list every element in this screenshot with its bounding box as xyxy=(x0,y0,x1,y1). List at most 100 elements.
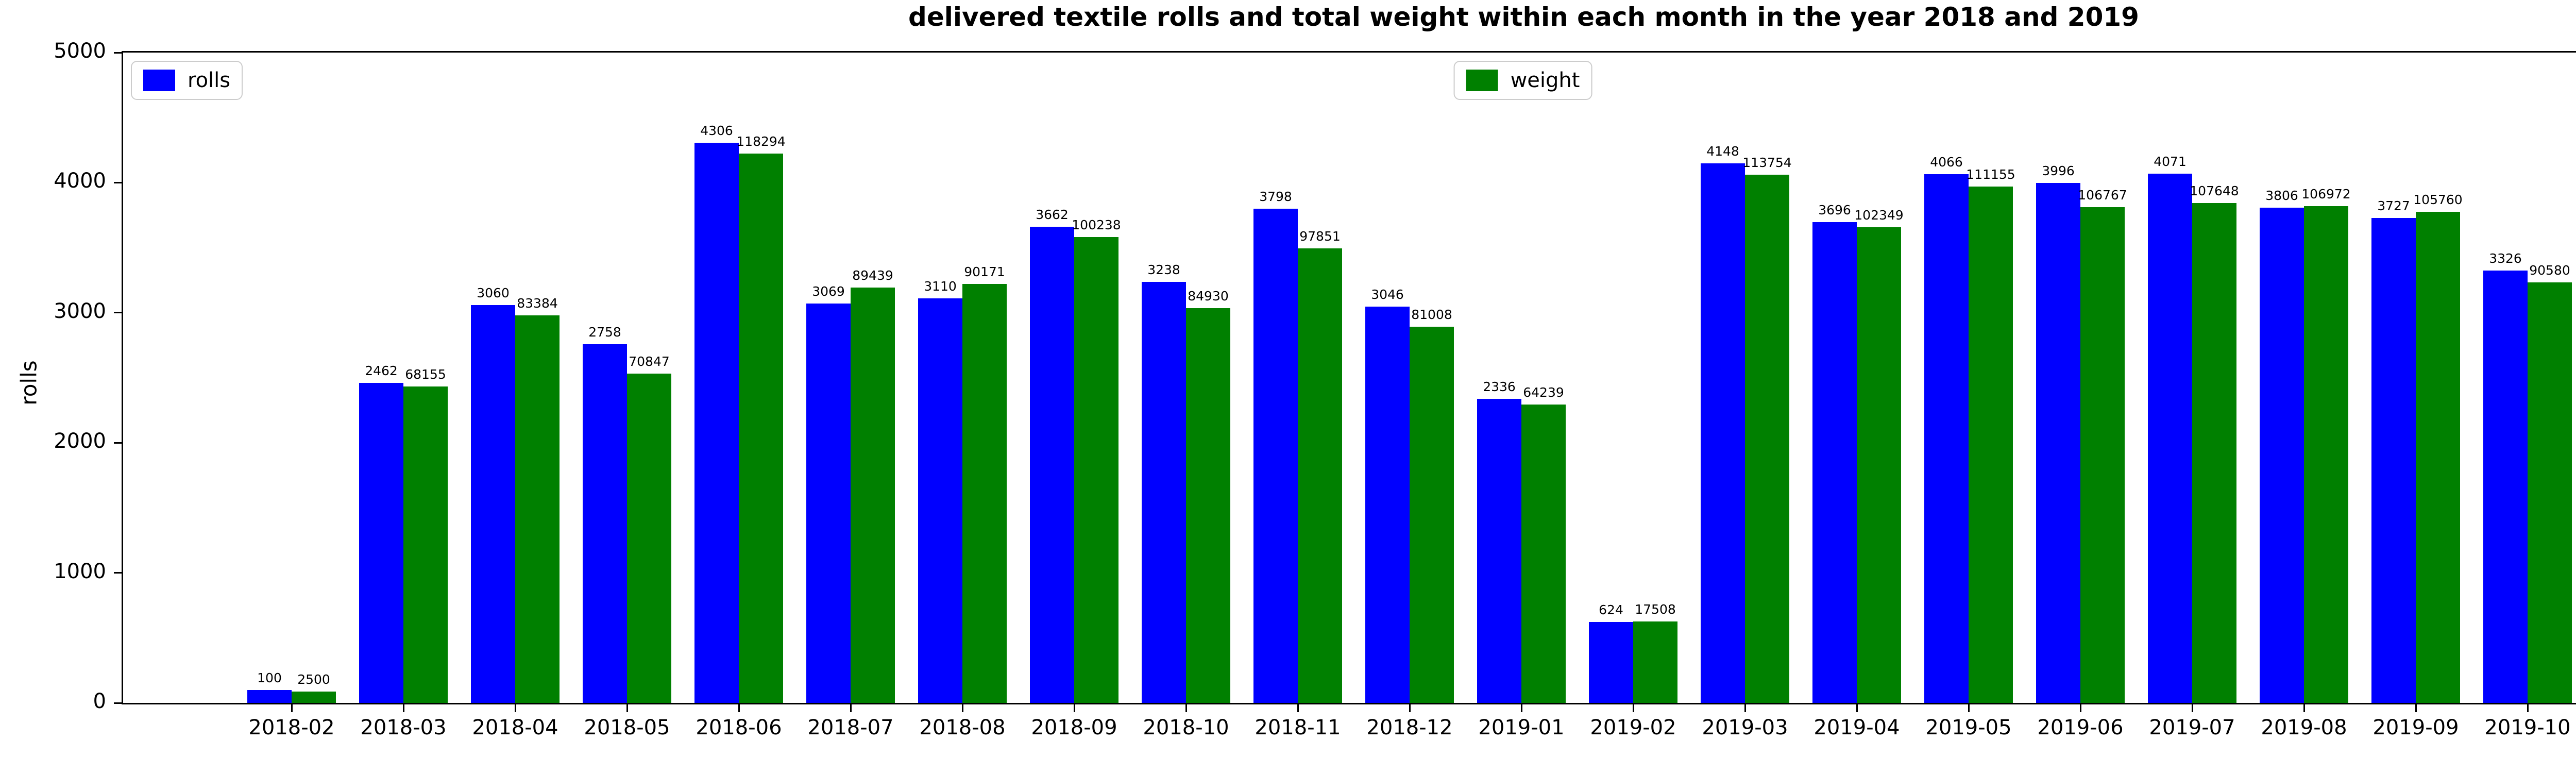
x-tick-label: 2018-03 xyxy=(360,716,447,739)
bar-label-weight: 118294 xyxy=(736,133,786,149)
x-tick xyxy=(291,704,293,712)
plot-area: 100 2500 2462 68155 3060 83384 2758 70847 4306 11… xyxy=(122,51,2576,704)
bar-rolls xyxy=(471,305,515,703)
bar-rolls xyxy=(359,382,403,703)
y-tick-left xyxy=(114,181,122,183)
legend-rolls: rolls xyxy=(131,61,243,100)
y-tick-left xyxy=(114,442,122,444)
x-tick-label: 2019-05 xyxy=(1925,716,2012,739)
bar-rolls xyxy=(1030,226,1074,703)
bar-weight xyxy=(403,386,448,703)
bar-rolls xyxy=(806,304,851,703)
x-tick-label: 2018-12 xyxy=(1366,716,1453,739)
bar-weight xyxy=(2416,211,2460,703)
x-tick-label: 2019-04 xyxy=(1814,716,1900,739)
bar-weight xyxy=(515,315,560,703)
chart-title: delivered textile rolls and total weight… xyxy=(908,2,2139,32)
bar-label-weight: 97851 xyxy=(1299,228,1341,244)
bar-weight xyxy=(1186,308,1230,703)
x-tick xyxy=(738,704,740,712)
y-tick-label-left: 2000 xyxy=(54,429,106,453)
bar-label-rolls: 3996 xyxy=(2042,163,2075,179)
bar-weight xyxy=(1410,326,1454,703)
x-tick-label: 2019-09 xyxy=(2372,716,2459,739)
bar-weight xyxy=(1521,404,1566,703)
bar-rolls xyxy=(1365,307,1410,703)
bar-rolls xyxy=(2260,208,2304,703)
bar-label-rolls: 4071 xyxy=(2154,154,2187,169)
bar-rolls xyxy=(1477,399,1521,703)
bar-weight xyxy=(1857,227,1901,703)
bar-label-rolls: 2758 xyxy=(588,324,621,340)
bar-label-rolls: 3806 xyxy=(2265,188,2298,204)
bar-label-rolls: 4148 xyxy=(1706,144,1739,159)
bar-label-weight: 90580 xyxy=(2529,262,2570,278)
bar-label-rolls: 624 xyxy=(1599,602,1623,617)
x-tick-label: 2018-04 xyxy=(472,716,558,739)
y-tick-left xyxy=(114,702,122,704)
bar-label-rolls: 3060 xyxy=(477,285,510,300)
x-tick xyxy=(2527,704,2529,712)
x-tick xyxy=(1632,704,1634,712)
y-tick-label-left: 1000 xyxy=(54,559,106,583)
bar-label-weight: 17508 xyxy=(1635,602,1676,617)
x-tick xyxy=(1968,704,1970,712)
bar-label-rolls: 4306 xyxy=(700,123,733,139)
bar-label-rolls: 4488 xyxy=(2555,99,2576,115)
bar-weight xyxy=(2304,206,2348,703)
x-tick-label: 2018-11 xyxy=(1255,716,1341,739)
y-tick-left xyxy=(114,572,122,574)
bar-weight xyxy=(1074,237,1118,703)
bar-rolls xyxy=(1924,174,1969,703)
x-tick xyxy=(2191,704,2193,712)
bar-label-weight: 107648 xyxy=(2190,183,2239,198)
x-tick-label: 2018-02 xyxy=(248,716,335,739)
x-tick xyxy=(1297,704,1299,712)
bar-label-weight: 111155 xyxy=(1966,167,2015,182)
weight-legend-label: weight xyxy=(1510,69,1580,92)
x-tick xyxy=(1520,704,1522,712)
bar-weight xyxy=(2528,282,2572,703)
bar-weight xyxy=(1969,187,2013,703)
x-tick-label: 2019-11 xyxy=(2567,716,2576,739)
bar-label-rolls: 3798 xyxy=(1259,189,1292,205)
bar-label-weight: 90171 xyxy=(964,264,1005,280)
rolls-legend-swatch xyxy=(143,70,175,91)
y-tick-left xyxy=(114,312,122,314)
x-tick xyxy=(850,704,852,712)
bar-label-weight: 105760 xyxy=(2413,192,2463,207)
x-tick-label: 2018-10 xyxy=(1143,716,1229,739)
bar-weight xyxy=(1298,248,1342,703)
bar-label-rolls: 3110 xyxy=(924,279,957,294)
bar-label-weight: 83384 xyxy=(517,296,558,311)
bar-rolls xyxy=(694,143,739,703)
bar-rolls xyxy=(1812,222,1857,703)
bar-label-rolls: 4066 xyxy=(1930,154,1963,170)
bar-weight xyxy=(292,691,336,703)
bar-weight xyxy=(1745,174,1789,703)
weight-legend-swatch xyxy=(1466,70,1498,91)
bar-label-rolls: 2462 xyxy=(365,363,398,378)
x-tick-label: 2018-07 xyxy=(807,716,894,739)
bar-label-weight: 2500 xyxy=(297,671,330,687)
bar-label-weight: 89439 xyxy=(852,267,893,283)
x-tick-label: 2018-05 xyxy=(584,716,670,739)
bar-rolls xyxy=(2371,218,2416,703)
bar-rolls xyxy=(247,689,292,703)
bar-label-rolls: 3326 xyxy=(2489,250,2522,266)
x-tick xyxy=(1856,704,1858,712)
x-tick xyxy=(1409,704,1411,712)
bar-rolls xyxy=(2148,173,2192,703)
bar-label-rolls: 3727 xyxy=(2377,198,2410,214)
x-tick-label: 2019-08 xyxy=(2261,716,2347,739)
bar-rolls xyxy=(1253,209,1298,703)
bar-weight xyxy=(2080,207,2125,703)
bar-weight xyxy=(2192,203,2236,703)
bar-label-weight: 81008 xyxy=(1411,307,1452,322)
bar-label-rolls: 3696 xyxy=(1818,203,1851,218)
bar-label-weight: 113754 xyxy=(1742,155,1792,170)
x-tick xyxy=(1185,704,1187,712)
x-tick-label: 2018-08 xyxy=(919,716,1006,739)
bar-weight xyxy=(1633,621,1677,703)
